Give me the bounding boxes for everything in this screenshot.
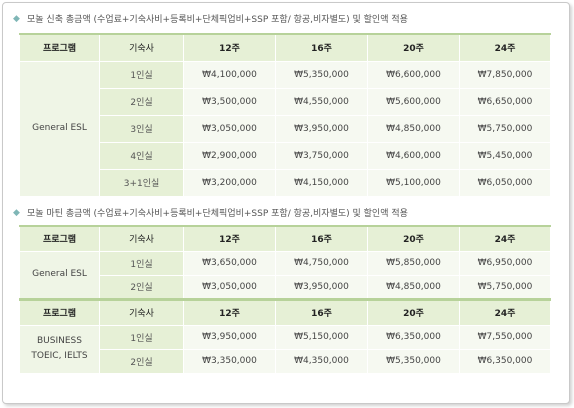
- section-heading-martin: ◆ 모놀 마틴 총금액 (수업료+기숙사비+등록비+단체픽업비+SSP 포함/ 항…: [13, 206, 408, 222]
- room-cell: 3+1인실: [99, 168, 184, 197]
- price-cell: ₩6,050,000: [459, 168, 551, 197]
- price-cell: ₩6,350,000: [459, 348, 551, 374]
- header-24w: 24주: [459, 297, 551, 326]
- price-cell: ₩4,100,000: [183, 60, 276, 89]
- table-row: General ESL 1인실 ₩4,100,000 ₩5,350,000 ₩6…: [19, 60, 551, 197]
- price-cell: ₩5,450,000: [459, 141, 551, 170]
- price-cell: ₩4,850,000: [367, 114, 460, 143]
- header-dorm: 기숙사: [99, 225, 184, 252]
- price-cell: ₩6,350,000: [367, 324, 460, 350]
- header-12w: 12주: [183, 33, 276, 62]
- header-24w: 24주: [459, 225, 551, 252]
- room-cell: 1인실: [99, 60, 184, 89]
- price-cell: ₩3,950,000: [183, 324, 276, 350]
- room-cell: 1인실: [99, 250, 184, 276]
- header-program: 프로그램: [19, 225, 100, 252]
- price-cell: ₩5,850,000: [367, 250, 460, 276]
- room-cell: 2인실: [99, 87, 184, 116]
- price-cell: ₩5,750,000: [459, 114, 551, 143]
- price-cell: ₩5,100,000: [367, 168, 460, 197]
- price-cell: ₩4,750,000: [275, 250, 368, 276]
- header-dorm: 기숙사: [99, 297, 184, 326]
- header-dorm: 기숙사: [99, 33, 184, 62]
- table-row: 2인실 ₩3,500,000 ₩4,550,000 ₩5,600,000 ₩6,…: [20, 87, 551, 116]
- price-cell: ₩4,550,000: [275, 87, 368, 116]
- header-program: 프로그램: [19, 297, 100, 326]
- price-cell: ₩3,650,000: [183, 250, 276, 276]
- diamond-bullet-icon: ◆: [13, 14, 20, 24]
- price-cell: ₩6,950,000: [459, 250, 551, 276]
- program-cell: General ESL: [19, 60, 100, 197]
- header-20w: 20주: [367, 297, 460, 326]
- price-cell: ₩3,200,000: [183, 168, 276, 197]
- room-cell: 3인실: [99, 114, 184, 143]
- diamond-bullet-icon: ◆: [13, 208, 20, 218]
- table-row: 3+1인실 ₩3,200,000 ₩4,150,000 ₩5,100,000 ₩…: [20, 168, 551, 197]
- price-cell: ₩4,150,000: [275, 168, 368, 197]
- header-12w: 12주: [183, 225, 276, 252]
- header-24w: 24주: [459, 33, 551, 62]
- table-row: General ESL 1인실 ₩3,650,000 ₩4,750,000 ₩5…: [19, 250, 551, 300]
- price-cell: ₩3,950,000: [275, 274, 368, 300]
- header-16w: 16주: [275, 33, 368, 62]
- table-header-row: 프로그램 기숙사 12주 16주 20주 24주: [19, 297, 551, 326]
- room-cell: 1인실: [99, 324, 184, 350]
- price-table-sinchuk: 프로그램 기숙사 12주 16주 20주 24주 General ESL 1인실…: [19, 33, 551, 197]
- price-cell: ₩5,350,000: [367, 348, 460, 374]
- price-cell: ₩6,600,000: [367, 60, 460, 89]
- header-16w: 16주: [275, 297, 368, 326]
- price-cell: ₩3,750,000: [275, 141, 368, 170]
- price-cell: ₩5,150,000: [275, 324, 368, 350]
- table-header-row: 프로그램 기숙사 12주 16주 20주 24주: [19, 33, 551, 62]
- price-cell: ₩4,600,000: [367, 141, 460, 170]
- table-row: 3인실 ₩3,050,000 ₩3,950,000 ₩4,850,000 ₩5,…: [20, 114, 551, 143]
- price-cell: ₩7,550,000: [459, 324, 551, 350]
- room-cell: 2인실: [99, 348, 184, 374]
- price-cell: ₩3,350,000: [183, 348, 276, 374]
- price-cell: ₩4,350,000: [275, 348, 368, 374]
- price-cell: ₩3,050,000: [183, 114, 276, 143]
- program-cell: General ESL: [19, 250, 100, 300]
- price-cell: ₩7,850,000: [459, 60, 551, 89]
- price-cell: ₩3,950,000: [275, 114, 368, 143]
- table-row: 2인실 ₩3,350,000 ₩4,350,000 ₩5,350,000 ₩6,…: [20, 348, 551, 374]
- program-cell: BUSINESS TOEIC, IELTS: [19, 324, 100, 374]
- table-row: BUSINESS TOEIC, IELTS 1인실 ₩3,950,000 ₩5,…: [19, 324, 551, 374]
- section-heading-text: 모놀 신축 총금액 (수업료+기숙사비+등록비+단체픽업비+SSP 포함/ 항공…: [27, 15, 408, 25]
- header-20w: 20주: [367, 225, 460, 252]
- price-cell: ₩2,900,000: [183, 141, 276, 170]
- header-12w: 12주: [183, 297, 276, 326]
- room-cell: 4인실: [99, 141, 184, 170]
- room-cell: 2인실: [99, 274, 184, 300]
- price-cell: ₩5,600,000: [367, 87, 460, 116]
- price-cell: ₩3,500,000: [183, 87, 276, 116]
- section-heading-sinchuk: ◆ 모놀 신축 총금액 (수업료+기숙사비+등록비+단체픽업비+SSP 포함/ 항…: [13, 12, 408, 28]
- table-row: 2인실 ₩3,050,000 ₩3,950,000 ₩4,850,000 ₩5,…: [20, 274, 551, 300]
- price-cell: ₩5,750,000: [459, 274, 551, 300]
- header-program: 프로그램: [19, 33, 100, 62]
- header-20w: 20주: [367, 33, 460, 62]
- price-cell: ₩5,350,000: [275, 60, 368, 89]
- price-cell: ₩6,650,000: [459, 87, 551, 116]
- section-heading-text: 모놀 마틴 총금액 (수업료+기숙사비+등록비+단체픽업비+SSP 포함/ 항공…: [27, 209, 408, 219]
- price-table-martin: 프로그램 기숙사 12주 16주 20주 24주 General ESL 1인실…: [19, 225, 551, 374]
- price-cell: ₩3,050,000: [183, 274, 276, 300]
- table-header-row: 프로그램 기숙사 12주 16주 20주 24주: [19, 225, 551, 252]
- header-16w: 16주: [275, 225, 368, 252]
- table-row: 4인실 ₩2,900,000 ₩3,750,000 ₩4,600,000 ₩5,…: [20, 141, 551, 170]
- price-cell: ₩4,850,000: [367, 274, 460, 300]
